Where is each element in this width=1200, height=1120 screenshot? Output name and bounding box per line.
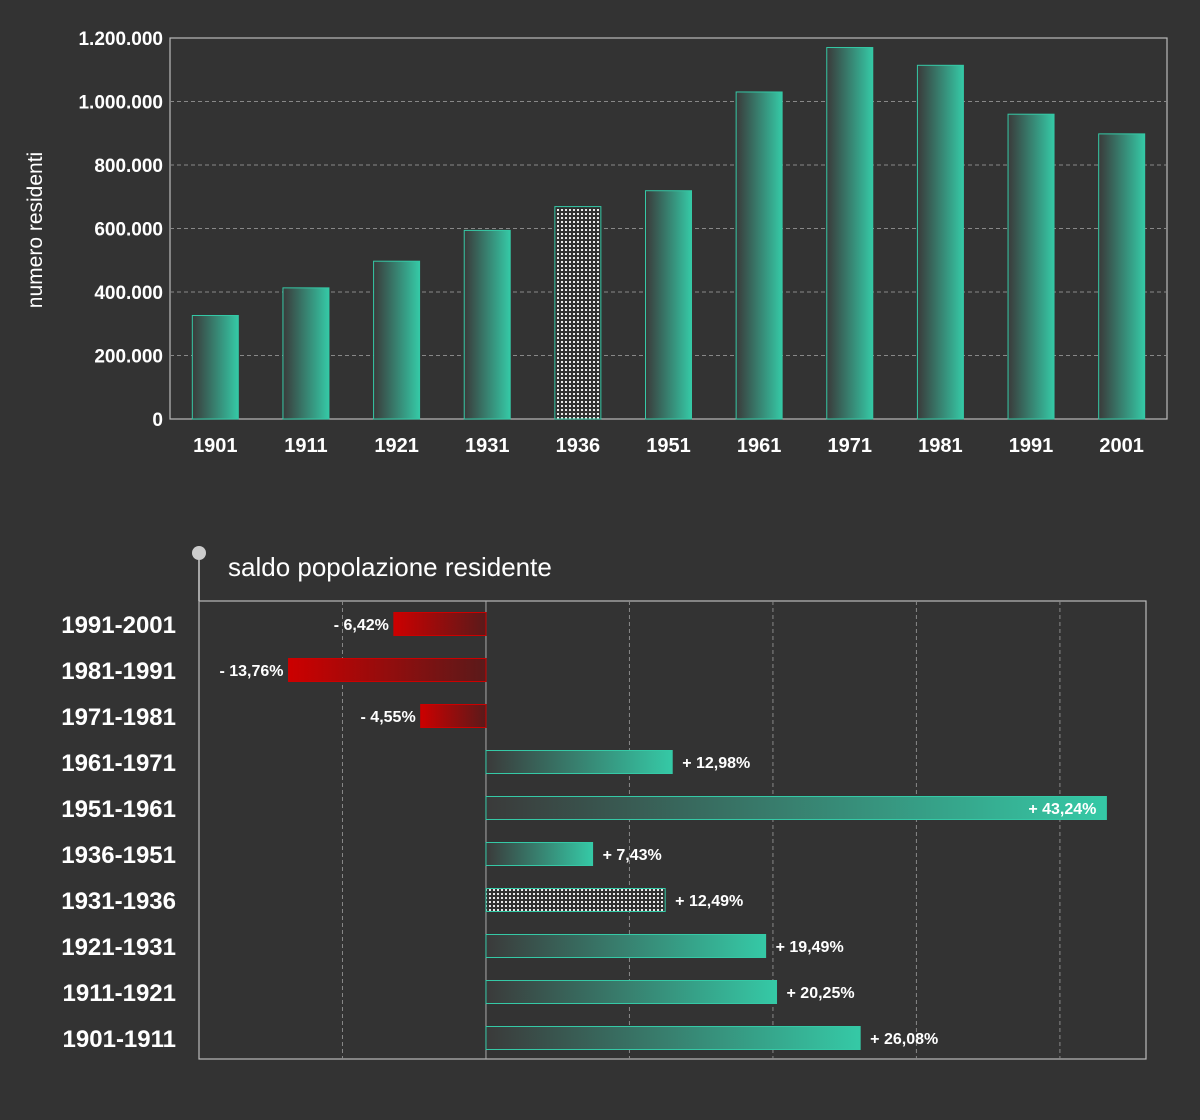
category-label: 1901-1911	[63, 1026, 176, 1053]
value-label: - 13,76%	[219, 663, 283, 680]
population-y-axis-label: numero residenti	[24, 152, 47, 308]
population-bar-1971	[826, 47, 874, 420]
population-bar-1981	[916, 64, 964, 420]
balance-category-labels: 1991-2001 1981-1991 1971-1981 1961-1971 1951…	[61, 612, 176, 1053]
x-tick-label: 1921	[374, 435, 419, 457]
value-label: + 26,08%	[870, 1031, 938, 1048]
population-bar-1936	[554, 206, 602, 420]
population-bar-1961	[735, 91, 783, 420]
balance-bar-1921-1931	[485, 934, 767, 958]
balance-bar-1981-1991	[288, 658, 487, 682]
y-tick-label: 400.000	[94, 283, 163, 304]
value-label: + 19,49%	[776, 939, 844, 956]
population-x-ticks: 1901 1911 1921 1931 1936 1951 1961 1971 1981 1991…	[193, 435, 1144, 457]
x-tick-label: 1911	[284, 435, 327, 457]
y-tick-label: 600.000	[94, 220, 163, 241]
y-tick-label: 800.000	[94, 156, 163, 177]
x-tick-label: 1961	[737, 435, 782, 457]
value-label: - 4,55%	[361, 709, 416, 726]
value-label: + 12,49%	[675, 893, 743, 910]
population-bar-1931	[463, 229, 511, 420]
population-bar-1911	[282, 287, 330, 420]
category-label: 1961-1971	[61, 750, 176, 777]
population-chart: 0 200.000 400.000 600.000 800.000 1.000.000 1.…	[24, 29, 1168, 457]
title-marker-dot	[192, 546, 206, 560]
population-bar-1951	[645, 190, 692, 420]
x-tick-label: 1991	[1009, 435, 1054, 457]
x-tick-label: 2001	[1099, 435, 1144, 457]
balance-bar-1901-1911	[485, 1026, 861, 1050]
category-label: 1981-1991	[61, 658, 176, 685]
x-tick-label: 1901	[193, 435, 238, 457]
y-tick-label: 200.000	[94, 347, 163, 368]
value-label: + 7,43%	[603, 847, 662, 864]
x-tick-label: 1971	[828, 435, 873, 457]
balance-bar-1936-1951	[485, 842, 594, 866]
x-tick-label: 1981	[918, 435, 963, 457]
population-bar-1901	[191, 314, 239, 420]
category-label: 1921-1931	[61, 934, 176, 961]
x-tick-label: 1931	[465, 435, 510, 457]
y-tick-label: 1.200.000	[78, 29, 163, 50]
balance-bar-1961-1971	[485, 750, 673, 774]
category-label: 1971-1981	[61, 704, 176, 731]
balance-bar-1971-1981	[420, 704, 487, 728]
x-tick-label: 1951	[646, 435, 691, 457]
category-label: 1936-1951	[61, 842, 176, 869]
balance-bar-1991-2001	[393, 612, 487, 636]
balance-plot-frame	[198, 600, 1147, 1060]
balance-bar-1911-1921	[485, 980, 778, 1004]
value-label: + 20,25%	[787, 985, 855, 1002]
y-tick-label: 1.000.000	[78, 93, 163, 114]
population-y-ticks: 0 200.000 400.000 600.000 800.000 1.000.000 1.…	[78, 29, 163, 431]
category-label: 1951-1961	[61, 796, 176, 823]
value-label: + 43,24%	[1028, 801, 1096, 818]
balance-chart-title: saldo popolazione residente	[228, 552, 552, 582]
balance-bar-1931-1936	[485, 888, 666, 912]
population-bars	[191, 47, 1146, 420]
value-label: - 6,42%	[334, 617, 389, 634]
category-label: 1991-2001	[61, 612, 176, 639]
balance-value-labels: - 6,42% - 13,76% - 4,55% + 12,98% + 43,24% + …	[219, 617, 1096, 1048]
balance-chart: saldo popolazione residente 1991-2001 198…	[61, 546, 1147, 1060]
y-tick-label: 0	[152, 410, 163, 431]
population-bar-2001	[1098, 133, 1146, 420]
balance-bars	[288, 612, 1107, 1050]
balance-bar-1951-1961	[485, 796, 1107, 820]
value-label: + 12,98%	[682, 755, 750, 772]
population-bar-1991	[1007, 113, 1055, 420]
x-tick-label: 1936	[556, 435, 601, 457]
population-bar-1921	[373, 260, 421, 420]
category-label: 1931-1936	[61, 888, 176, 915]
category-label: 1911-1921	[63, 980, 176, 1007]
